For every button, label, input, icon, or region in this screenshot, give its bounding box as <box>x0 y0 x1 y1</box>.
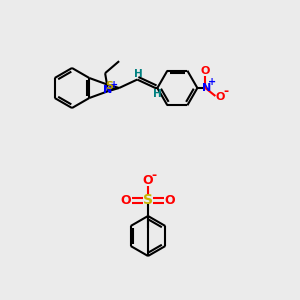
Text: S: S <box>105 81 113 91</box>
Text: H: H <box>153 89 162 99</box>
Text: -: - <box>224 85 229 98</box>
Text: O: O <box>143 175 153 188</box>
Text: N: N <box>103 85 113 95</box>
Text: O: O <box>165 194 175 206</box>
Text: O: O <box>216 92 225 102</box>
Text: +: + <box>208 77 216 87</box>
Text: O: O <box>121 194 131 206</box>
Text: O: O <box>201 66 210 76</box>
Text: N: N <box>202 83 211 93</box>
Text: S: S <box>143 193 153 207</box>
Text: +: + <box>110 80 118 90</box>
Text: H: H <box>134 68 142 79</box>
Text: -: - <box>152 169 157 182</box>
